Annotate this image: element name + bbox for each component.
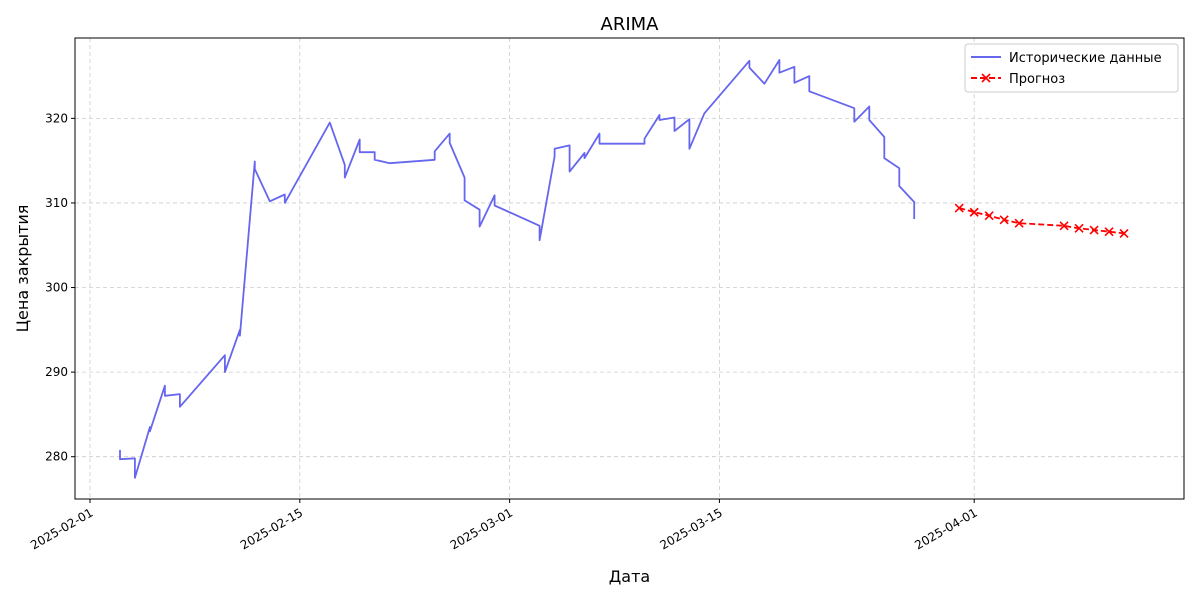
historical-data-line xyxy=(119,59,916,479)
forecast-point-marker xyxy=(1074,223,1084,233)
legend-box xyxy=(964,43,1179,93)
forecast-point-marker xyxy=(1089,225,1099,235)
plot-area-frame xyxy=(74,37,1185,500)
legend: Исторические данные Прогноз xyxy=(964,43,1179,93)
y-tick-label: 310 xyxy=(45,196,68,210)
forecast-point-marker xyxy=(1104,227,1114,237)
forecast-point-marker xyxy=(1014,218,1024,228)
y-tick-label: 280 xyxy=(45,450,68,464)
forecast-point-marker xyxy=(1059,221,1069,231)
forecast-point-marker xyxy=(999,215,1009,225)
forecast-line xyxy=(958,207,1125,235)
forecast-point-marker xyxy=(984,211,994,221)
forecast-point-marker xyxy=(1119,228,1129,238)
legend-marker-forecast xyxy=(981,73,991,83)
forecast-point-marker xyxy=(954,203,964,213)
forecast-point-marker xyxy=(969,207,979,217)
y-tick-label: 300 xyxy=(45,281,68,295)
y-axis-title: Цена закрытия xyxy=(13,205,32,333)
y-tick-label: 320 xyxy=(45,111,68,125)
series-layer xyxy=(119,59,1129,479)
grid-lines xyxy=(75,38,1184,499)
x-axis-title: Дата xyxy=(609,567,650,586)
y-axis: 280 290 300 310 320 xyxy=(45,111,75,464)
y-tick-label: 290 xyxy=(45,365,68,379)
legend-label-forecast: Прогноз xyxy=(1009,72,1065,87)
chart-title: ARIMA xyxy=(601,14,660,35)
legend-label-historical: Исторические данные xyxy=(1009,51,1162,66)
